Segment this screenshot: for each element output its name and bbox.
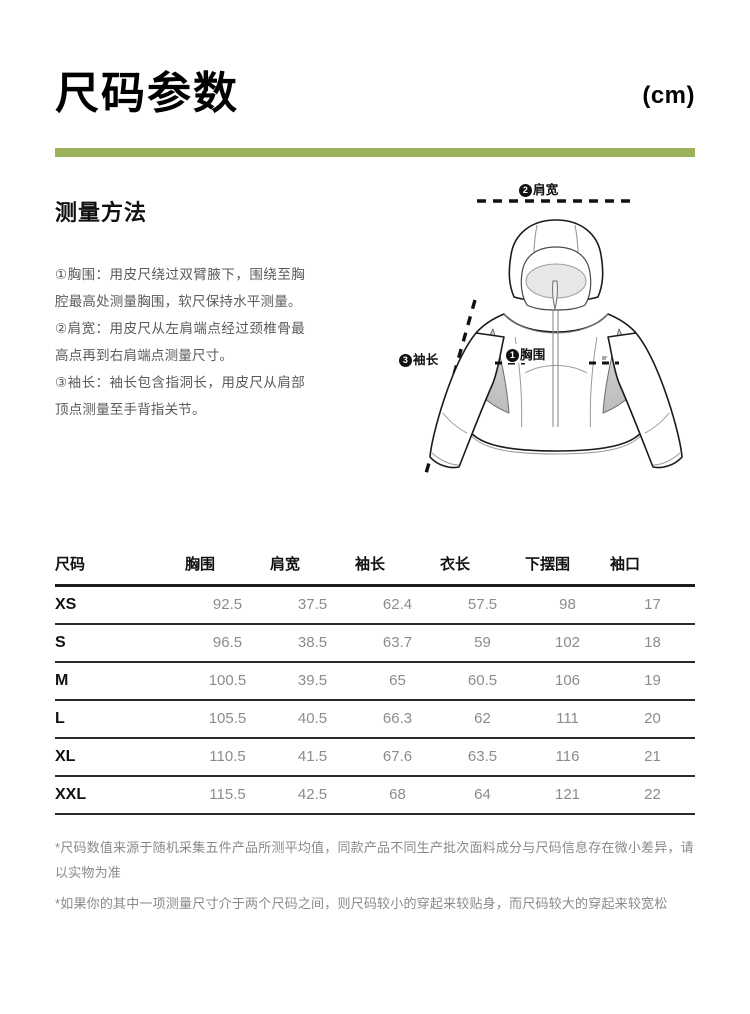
- cell-hem: 102: [554, 634, 581, 651]
- page-header: 尺码参数 (cm): [55, 0, 695, 116]
- cell-size: XS: [55, 595, 77, 613]
- col-header-shoulder: 肩宽: [270, 556, 301, 573]
- cell-chest: 115.5: [209, 786, 246, 803]
- cell-shoulder: 39.5: [297, 672, 328, 689]
- measurement-item-chest: ①胸围：用皮尺绕过双臂腋下，围绕至胸腔最高处测量胸围，软尺保持水平测量。: [55, 267, 305, 309]
- diagram-label-sleeve-text: 袖长: [413, 353, 439, 367]
- cell-shoulder: 37.5: [297, 596, 328, 614]
- cell-length: 63.5: [467, 748, 498, 765]
- size-table-head: 尺码 胸围 肩宽 袖长 衣长 下摆围 袖口: [55, 553, 695, 586]
- cell-size: XXL: [55, 785, 87, 803]
- cell-hem: 121: [554, 786, 581, 803]
- table-row: XL 110.5 41.5 67.6 63.5 116 21: [55, 738, 695, 776]
- diagram-label-shoulder: 2 肩宽: [519, 179, 559, 198]
- col-header-sleeve: 袖长: [355, 556, 386, 573]
- cell-cuff: 20: [644, 710, 661, 727]
- badge-3: 3: [399, 354, 412, 367]
- cell-sleeve: 65: [389, 672, 406, 689]
- cell-length: 60.5: [467, 672, 498, 689]
- cell-hem: 106: [554, 672, 581, 689]
- badge-1: 1: [506, 349, 519, 362]
- diagram-label-sleeve: 3 袖长: [399, 349, 439, 368]
- cell-shoulder: 42.5: [297, 786, 328, 803]
- table-row: S 96.5 38.5 63.7 59 102 18: [55, 624, 695, 662]
- cell-length: 64: [474, 786, 491, 803]
- cell-shoulder: 38.5: [297, 634, 328, 651]
- cell-sleeve: 66.3: [382, 710, 413, 727]
- measurement-item-sleeve: ③袖长：袖长包含指洞长，用皮尺从肩部顶点测量至手背指关节。: [55, 375, 305, 417]
- cell-cuff: 18: [644, 634, 661, 651]
- size-table: 尺码 胸围 肩宽 袖长 衣长 下摆围 袖口 XS 92.5 37.5 62.4 …: [55, 553, 695, 815]
- cell-shoulder: 41.5: [297, 748, 328, 765]
- badge-2: 2: [519, 184, 532, 197]
- green-divider: [55, 148, 695, 157]
- cell-chest: 110.5: [209, 748, 246, 765]
- table-row: XXL 115.5 42.5 68 64 121 22: [55, 776, 695, 814]
- cell-chest: 100.5: [208, 672, 247, 689]
- footnote-measurement-source: *尺码数值来源于随机采集五件产品所测平均值，同款产品不同生产批次面料成分与尺码信…: [55, 839, 694, 880]
- table-header-row: 尺码 胸围 肩宽 袖长 衣长 下摆围 袖口: [55, 553, 695, 586]
- diagram-label-shoulder-text: 肩宽: [533, 183, 559, 197]
- cell-hem: 111: [556, 710, 579, 727]
- cell-size: XL: [55, 747, 76, 765]
- cell-cuff: 17: [644, 596, 661, 614]
- cell-sleeve: 68: [389, 786, 406, 803]
- footnotes: *尺码数值来源于随机采集五件产品所测平均值，同款产品不同生产批次面料成分与尺码信…: [55, 835, 695, 917]
- table-row: L 105.5 40.5 66.3 62 111 20: [55, 700, 695, 738]
- cell-sleeve: 63.7: [382, 634, 413, 651]
- diagram-label-chest: 1 胸围: [504, 344, 548, 363]
- col-header-cuff: 袖口: [610, 556, 641, 573]
- diagram-label-chest-text: 胸围: [520, 348, 546, 362]
- cell-chest: 92.5: [212, 596, 243, 614]
- footnote-between-sizes: *如果你的其中一项测量尺寸介于两个尺码之间，则尺码较小的穿起来较贴身，而尺码较大…: [55, 896, 668, 912]
- measurement-method-section: 测量方法 ①胸围：用皮尺绕过双臂腋下，围绕至胸腔最高处测量胸围，软尺保持水平测量…: [55, 183, 695, 535]
- measurement-instructions: ①胸围：用皮尺绕过双臂腋下，围绕至胸腔最高处测量胸围，软尺保持水平测量。 ②肩宽…: [55, 261, 305, 423]
- cell-hem: 116: [555, 748, 580, 765]
- cell-length: 57.5: [467, 596, 498, 614]
- cell-size: S: [55, 633, 66, 651]
- table-row: XS 92.5 37.5 62.4 57.5 98 17: [55, 586, 695, 624]
- size-table-body: XS 92.5 37.5 62.4 57.5 98 17 S 96.5 38.5…: [55, 586, 695, 814]
- col-header-size: 尺码: [55, 556, 86, 573]
- cell-sleeve: 62.4: [382, 596, 413, 614]
- cell-chest: 105.5: [208, 710, 247, 727]
- col-header-hem: 下摆围: [525, 556, 571, 573]
- cell-chest: 96.5: [212, 634, 243, 651]
- section-title-measurement: 测量方法: [55, 200, 148, 225]
- page-title: 尺码参数: [55, 69, 239, 118]
- unit-label: (cm): [642, 82, 695, 109]
- cell-length: 62: [474, 710, 491, 727]
- cell-size: M: [55, 671, 69, 689]
- cell-sleeve: 67.6: [382, 748, 413, 765]
- measurement-item-shoulder: ②肩宽：用皮尺从左肩端点经过颈椎骨最高点再到右肩端点测量尺寸。: [55, 321, 305, 363]
- cell-size: L: [55, 709, 65, 727]
- cell-cuff: 22: [644, 786, 661, 803]
- jacket-illustration: 2 肩宽 1 胸围 3 袖长: [397, 177, 717, 517]
- cell-length: 59: [474, 634, 491, 651]
- col-header-length: 衣长: [440, 556, 471, 573]
- cell-shoulder: 40.5: [297, 710, 328, 727]
- table-row: M 100.5 39.5 65 60.5 106 19: [55, 662, 695, 700]
- cell-cuff: 19: [644, 672, 661, 689]
- col-header-chest: 胸围: [185, 556, 216, 573]
- cell-hem: 98: [559, 596, 576, 614]
- cell-cuff: 21: [644, 748, 661, 765]
